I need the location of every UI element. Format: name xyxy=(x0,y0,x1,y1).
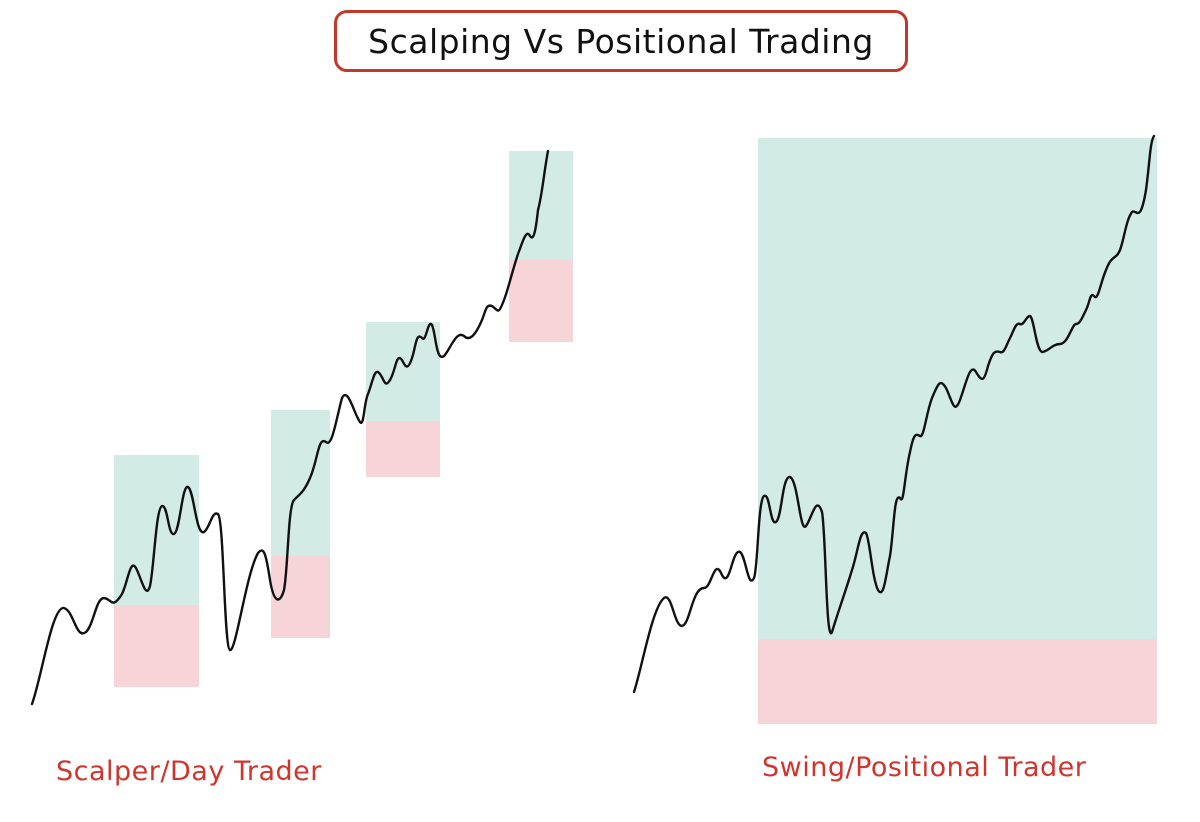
loss-zone xyxy=(509,260,573,342)
profit-zone xyxy=(271,410,330,556)
positional-label: Swing/Positional Trader xyxy=(762,752,1087,783)
loss-zone xyxy=(366,421,440,477)
scalper-label: Scalper/Day Trader xyxy=(56,756,322,787)
trade-box-2 xyxy=(271,410,330,638)
scalper-panel xyxy=(30,149,573,706)
trade-box-4 xyxy=(509,151,573,342)
trade-box-positional xyxy=(758,138,1157,724)
loss-zone xyxy=(114,605,199,687)
profit-zone xyxy=(758,138,1157,639)
positional-panel xyxy=(632,134,1157,724)
diagram-title: Scalping Vs Positional Trading xyxy=(368,21,874,61)
trade-box-3 xyxy=(366,322,440,477)
profit-zone xyxy=(509,151,573,260)
price-line xyxy=(632,134,1156,694)
title-box: Scalping Vs Positional Trading xyxy=(334,10,908,72)
loss-zone xyxy=(758,639,1157,724)
price-line xyxy=(30,149,550,706)
